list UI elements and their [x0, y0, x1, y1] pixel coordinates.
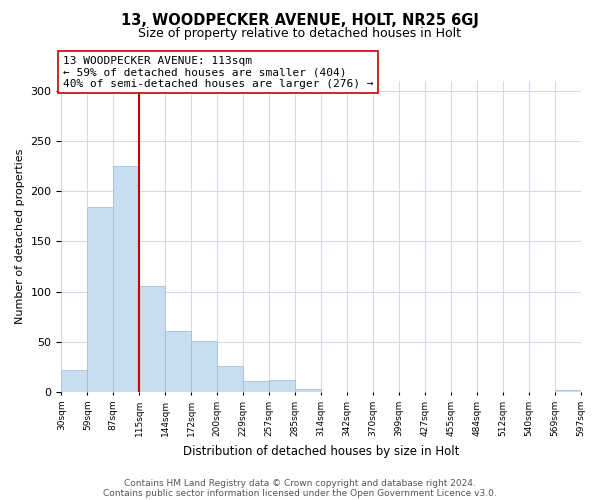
Text: Contains public sector information licensed under the Open Government Licence v3: Contains public sector information licen…: [103, 488, 497, 498]
Bar: [243, 381, 269, 392]
Bar: [269, 380, 295, 392]
Text: Contains HM Land Registry data © Crown copyright and database right 2024.: Contains HM Land Registry data © Crown c…: [124, 478, 476, 488]
X-axis label: Distribution of detached houses by size in Holt: Distribution of detached houses by size …: [183, 444, 459, 458]
Bar: [165, 331, 191, 392]
Bar: [554, 390, 581, 392]
Bar: [217, 366, 243, 392]
Text: 13, WOODPECKER AVENUE, HOLT, NR25 6GJ: 13, WOODPECKER AVENUE, HOLT, NR25 6GJ: [121, 12, 479, 28]
Text: Size of property relative to detached houses in Holt: Size of property relative to detached ho…: [139, 28, 461, 40]
Bar: [295, 389, 321, 392]
Y-axis label: Number of detached properties: Number of detached properties: [15, 149, 25, 324]
Bar: [88, 208, 113, 392]
Bar: [191, 341, 217, 392]
Bar: [61, 370, 88, 392]
Bar: [139, 286, 165, 392]
Bar: [113, 166, 139, 392]
Text: 13 WOODPECKER AVENUE: 113sqm
← 59% of detached houses are smaller (404)
40% of s: 13 WOODPECKER AVENUE: 113sqm ← 59% of de…: [63, 56, 373, 89]
